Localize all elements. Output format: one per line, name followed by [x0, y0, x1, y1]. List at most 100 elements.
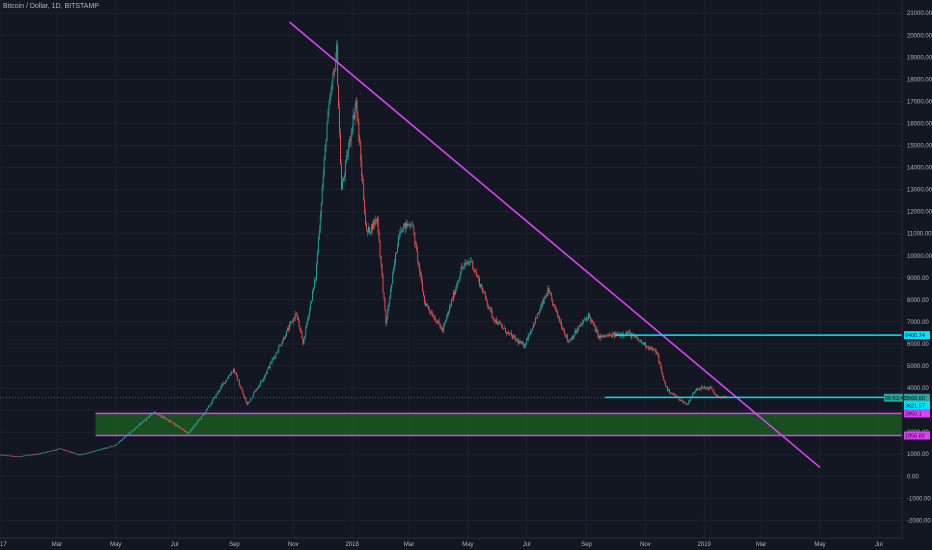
candle-body — [257, 387, 259, 390]
candle-body — [217, 391, 219, 394]
candle-body — [49, 451, 51, 452]
candle-body — [537, 313, 539, 314]
candle-body — [15, 456, 17, 457]
time-tick-label: Mar — [52, 542, 62, 548]
candle-body — [612, 333, 614, 338]
candle-body — [519, 341, 521, 344]
candle-body — [232, 371, 233, 373]
candle-body — [171, 421, 173, 423]
candle-body — [195, 424, 197, 425]
candle-body — [643, 342, 645, 345]
time-axis[interactable]: 2017 Mar May Jul Sep Nov 2018 Mar May Jul Sep Nov 20… — [0, 542, 883, 548]
candle-body — [375, 219, 377, 222]
candle-body — [428, 308, 430, 311]
candle-body — [58, 448, 60, 450]
candle-body — [698, 388, 700, 390]
time-tick-label: Sep — [229, 542, 240, 548]
candle-body — [465, 262, 467, 264]
price-tick-label: 9000.00 — [907, 276, 929, 282]
candle-body — [511, 334, 513, 339]
candle-body — [327, 110, 329, 124]
candle-body — [476, 271, 478, 277]
candle-body — [710, 387, 712, 389]
candle-body — [140, 422, 142, 425]
candle-body — [661, 368, 663, 373]
candle-body — [166, 419, 168, 420]
candle-body — [328, 104, 330, 111]
candle-body — [605, 335, 607, 338]
candle-body — [639, 340, 641, 342]
candle-body — [104, 447, 106, 449]
candle-body — [577, 328, 579, 332]
candle-body — [608, 334, 610, 337]
candle-body — [279, 345, 281, 347]
candle-body — [533, 323, 534, 328]
candle-body — [333, 70, 335, 75]
candle-body — [315, 263, 317, 280]
candle-body — [25, 455, 27, 456]
candle-body — [95, 450, 96, 452]
candle-body — [326, 123, 328, 141]
price-tick-label: -2000.00 — [907, 518, 931, 524]
candle-body — [353, 115, 355, 119]
candle-body — [490, 307, 492, 311]
price-tick-label: 19000.00 — [907, 55, 932, 61]
time-tick-label: Jul — [523, 542, 531, 548]
candle-body — [502, 326, 504, 329]
candle-body — [525, 342, 527, 347]
candle-body — [138, 424, 140, 426]
time-tick-label: May — [814, 542, 825, 548]
candle-body — [112, 446, 114, 447]
candle-body — [271, 359, 273, 364]
candle-body — [379, 242, 381, 257]
candle-body — [460, 266, 462, 274]
candle-body — [162, 416, 164, 418]
candle-body — [544, 297, 546, 298]
candle-body — [657, 353, 659, 356]
price-tick-label: 20000.00 — [907, 33, 932, 39]
candle-body — [447, 313, 449, 317]
candle-body — [454, 289, 456, 295]
candle-body — [403, 222, 405, 226]
candle-body — [298, 320, 300, 327]
candle-body — [146, 417, 148, 421]
candle-body — [573, 335, 575, 338]
candle-body — [498, 321, 500, 325]
candle-body — [113, 445, 115, 447]
candle-body — [550, 293, 552, 296]
candle-body — [583, 319, 585, 323]
candle-body — [667, 386, 669, 391]
candle-body — [241, 389, 243, 392]
candle-body — [299, 326, 301, 330]
candle-body — [445, 319, 447, 323]
price-tick-label: 1000.00 — [907, 452, 929, 458]
candle-body — [178, 426, 180, 429]
candle-body — [507, 331, 509, 333]
candle-body — [188, 432, 190, 434]
candle-body — [121, 440, 123, 441]
candle-body — [462, 267, 464, 269]
candle-body — [437, 320, 439, 323]
candle-body — [47, 451, 49, 452]
candle-body — [16, 456, 18, 458]
candle-body — [302, 338, 304, 344]
candle-body — [311, 300, 313, 303]
candle-body — [536, 313, 538, 318]
chart-title: Bitcoin / Dollar, 1D, BITSTAMP — [3, 3, 99, 10]
candle-body — [359, 141, 361, 146]
candle-body — [264, 374, 266, 377]
price-tag-current-box — [904, 393, 930, 402]
candle-body — [687, 403, 689, 405]
candle-body — [167, 419, 169, 421]
candle-body — [641, 340, 642, 343]
candle-body — [694, 391, 696, 393]
candle-body — [227, 378, 229, 380]
candle-body — [479, 284, 481, 286]
candle-body — [97, 449, 99, 451]
candle-body — [92, 451, 94, 453]
candle-body — [553, 304, 555, 306]
candle-body — [389, 298, 391, 305]
candle-body — [102, 448, 104, 450]
candle-body — [497, 323, 499, 325]
